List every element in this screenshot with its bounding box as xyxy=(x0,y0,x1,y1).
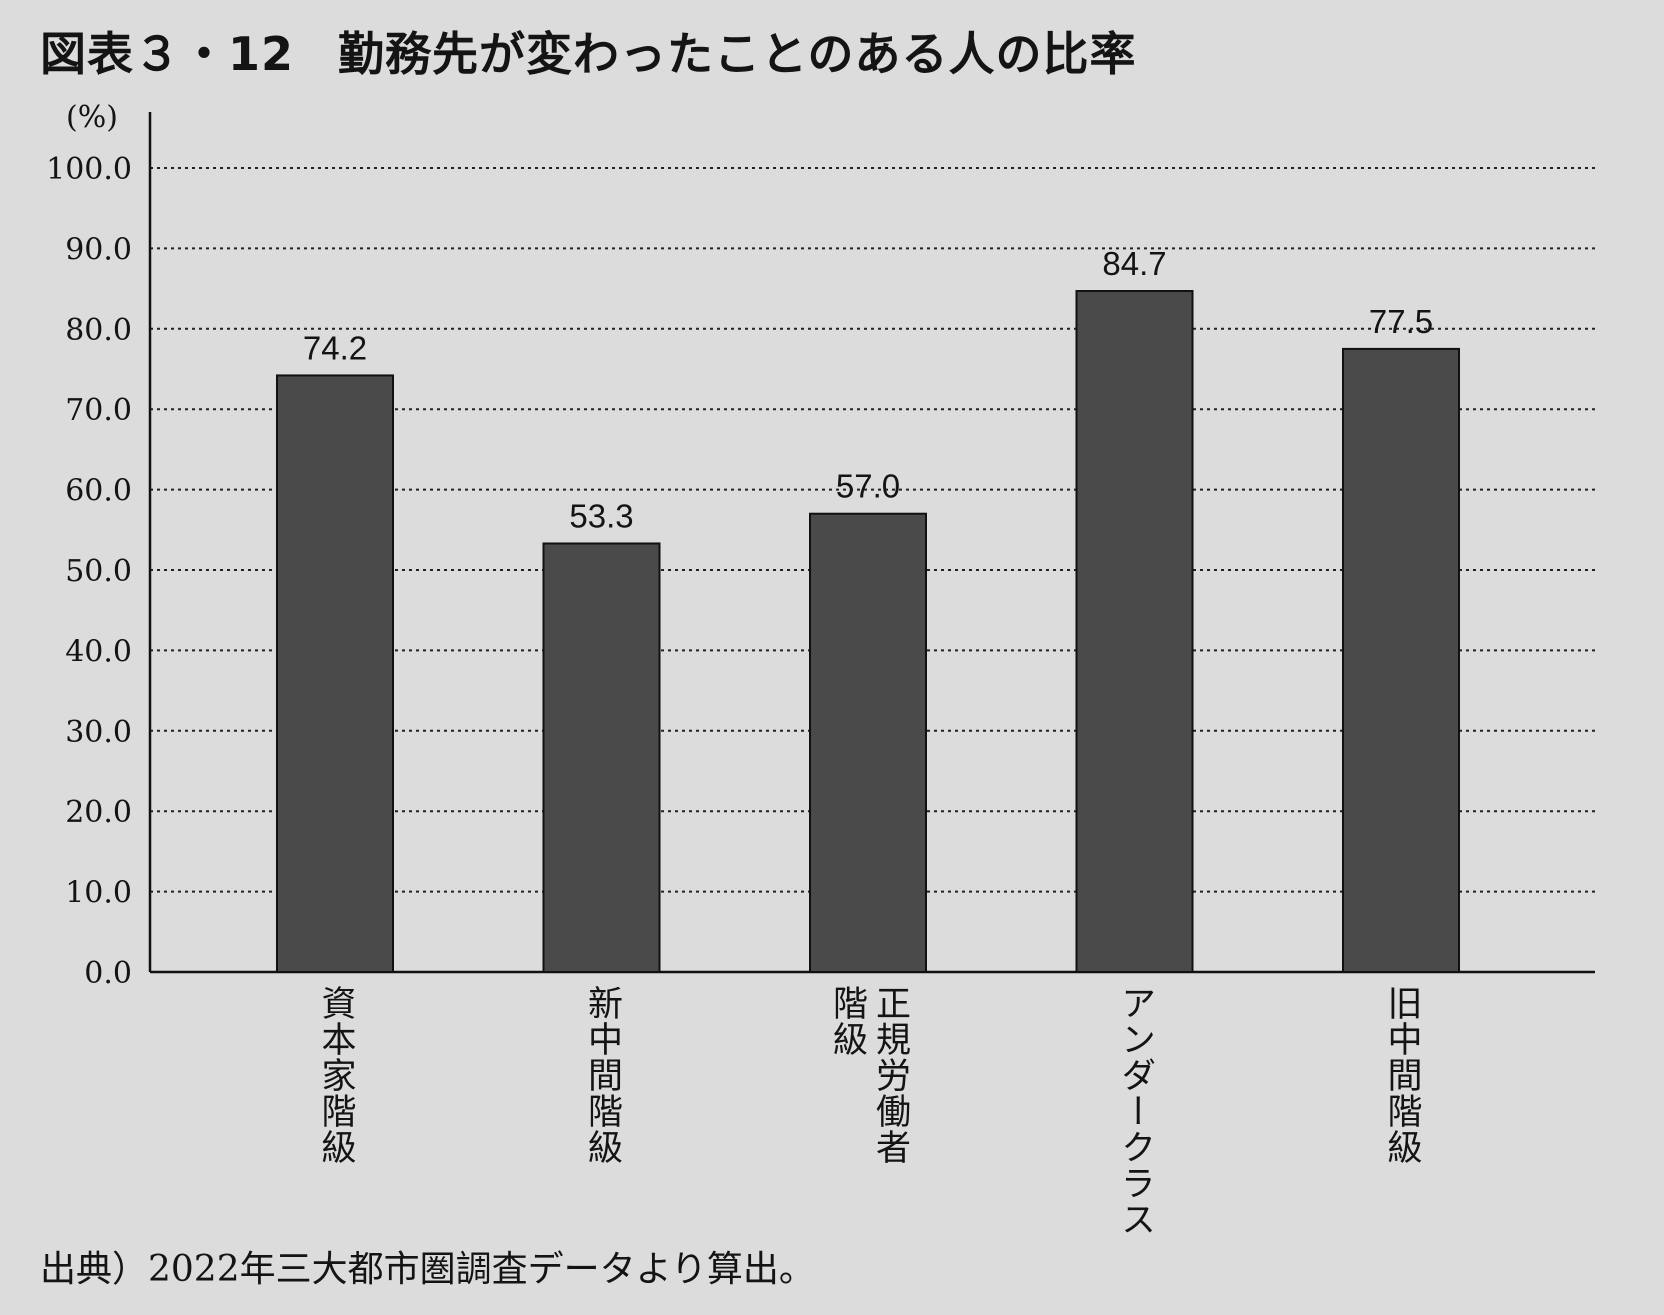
y-tick-label: 40.0 xyxy=(65,634,132,669)
y-tick-label: 50.0 xyxy=(65,554,132,589)
x-category-label: 資本家階級 xyxy=(315,985,356,1165)
chart-title: 勤務先が変わったことのある人の比率 xyxy=(338,27,1137,81)
bar xyxy=(1075,290,1194,973)
y-tick-label: 30.0 xyxy=(65,715,132,750)
y-tick-label: 0.0 xyxy=(84,956,132,991)
y-tick-label: 100.0 xyxy=(46,152,132,187)
x-category-label: アンダークラス xyxy=(1115,985,1155,1237)
x-category-label: 正規労働者 階級 xyxy=(827,985,910,1165)
bar xyxy=(542,542,661,974)
y-tick-label: 10.0 xyxy=(65,876,132,911)
data-label: 77.5 xyxy=(1369,303,1433,340)
y-tick-label: 20.0 xyxy=(65,795,132,830)
source-note: 出典）2022年三大都市圏調査データより算出。 xyxy=(40,1249,815,1290)
data-label: 53.3 xyxy=(569,497,633,534)
y-tick-label: 70.0 xyxy=(65,393,132,428)
x-category-label: 旧中間階級 xyxy=(1381,985,1422,1165)
data-label: 57.0 xyxy=(836,468,900,505)
bar xyxy=(809,512,927,973)
y-axis-unit: (%) xyxy=(66,100,118,135)
bar xyxy=(276,374,394,973)
x-category-label: 新中間階級 xyxy=(582,985,622,1165)
bar xyxy=(1342,347,1460,973)
y-tick-label: 60.0 xyxy=(65,474,132,509)
data-label: 84.7 xyxy=(1102,245,1166,282)
chart-title-line: 図表３・12 勤務先が変わったことのある人の比率 xyxy=(40,18,1137,84)
figure-number: 図表３・12 xyxy=(40,27,295,81)
y-tick-label: 80.0 xyxy=(65,313,132,348)
y-tick-label: 90.0 xyxy=(65,232,132,267)
data-label: 74.2 xyxy=(303,329,367,366)
